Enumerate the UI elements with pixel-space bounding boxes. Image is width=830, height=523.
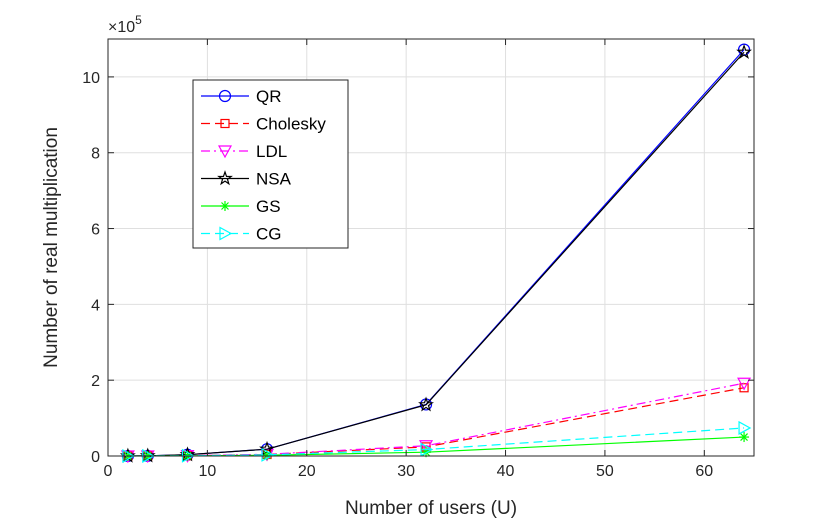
legend-entry-qr: QR: [201, 87, 282, 106]
asterisk-stroke: [221, 202, 229, 210]
x-tick-label: 30: [397, 463, 415, 480]
legend-entry-cholesky: Cholesky: [201, 115, 326, 134]
data-point: [261, 447, 275, 462]
data-point: [739, 432, 750, 443]
y-axis-multiplier: ×105: [108, 13, 142, 36]
x-tick-label: 60: [695, 463, 713, 480]
y-multiplier-base: ×10: [108, 19, 135, 36]
axes: [107, 38, 755, 457]
data-point: [738, 420, 752, 435]
x-tick-label: 40: [497, 463, 515, 480]
data-point: [218, 89, 232, 103]
legend-label: QR: [256, 87, 282, 106]
y-tick-label: 8: [91, 146, 100, 163]
y-tick-label: 2: [91, 373, 100, 390]
legend-label: LDL: [256, 142, 287, 161]
y-tick-label: 4: [91, 297, 100, 314]
axes-box: [107, 38, 755, 457]
x-tick-label: 10: [198, 463, 216, 480]
data-point: [419, 440, 434, 454]
x-tick-label: 50: [596, 463, 614, 480]
data-point: [217, 145, 233, 159]
x-tick-label: 20: [298, 463, 316, 480]
y-axis-label: Number of real multiplication: [41, 127, 62, 368]
legend-box: [192, 79, 349, 249]
data-point: [217, 170, 233, 186]
data-point: [736, 43, 752, 60]
data-point: [219, 226, 233, 241]
legend-label: CG: [256, 225, 282, 244]
data-point: [418, 396, 434, 412]
y-multiplier-exponent: 5: [135, 13, 142, 27]
legend: QR Cholesky LDL NSA GS CG: [192, 79, 349, 249]
tick-labels: 0 10 20 30 40 50 60 0 2 4 6 8 10: [82, 70, 713, 480]
data-point: [420, 442, 434, 457]
y-tick-label: 10: [82, 70, 100, 87]
legend-label: NSA: [256, 170, 292, 189]
x-tick-label: 0: [104, 463, 113, 480]
data-point: [220, 201, 230, 211]
x-axis-label: Number of users (U): [345, 498, 517, 519]
legend-entry-nsa: NSA: [201, 170, 292, 189]
legend-entry-cg: CG: [201, 225, 282, 244]
legend-label: Cholesky: [256, 115, 326, 134]
legend-entry-ldl: LDL: [201, 142, 287, 161]
y-tick-label: 6: [91, 222, 100, 239]
data-point: [737, 377, 752, 391]
asterisk-stroke: [740, 433, 748, 441]
legend-entry-gs: GS: [201, 197, 281, 216]
data-point: [220, 118, 230, 129]
y-tick-label: 0: [91, 449, 100, 466]
legend-label: GS: [256, 197, 281, 216]
